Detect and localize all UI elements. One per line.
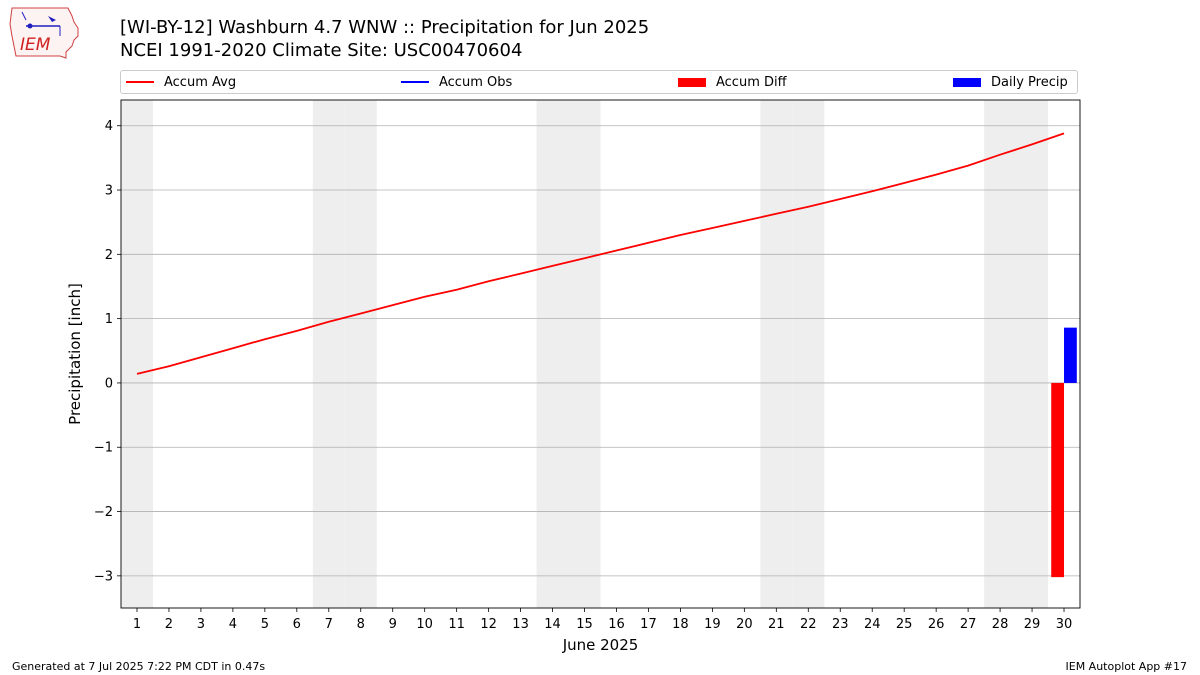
xtick-label: 17: [640, 617, 657, 632]
legend-accum-avg-label: Accum Avg: [164, 74, 237, 90]
xtick-label: 3: [197, 617, 205, 632]
xtick-label: 25: [896, 617, 913, 632]
chart-subtitle: NCEI 1991-2020 Climate Site: USC00470604: [120, 40, 523, 61]
xtick-label: 2: [165, 617, 173, 632]
weekend-shade-day-22: [792, 100, 825, 608]
legend-accum-diff: Accum Diff: [678, 71, 787, 93]
weekend-shade-day-29: [1016, 100, 1049, 608]
weekend-shade-day-1: [121, 100, 153, 608]
xtick-label: 10: [416, 617, 433, 632]
xtick-label: 7: [325, 617, 333, 632]
xtick-label: 19: [704, 617, 721, 632]
ytick-label: 1: [105, 312, 113, 327]
ytick-label: 0: [105, 376, 113, 391]
weekend-shade-day-28: [984, 100, 1017, 608]
ytick-label: −3: [94, 569, 113, 584]
xtick-label: 12: [480, 617, 497, 632]
xtick-label: 9: [389, 617, 397, 632]
xtick-label: 16: [608, 617, 625, 632]
legend-daily-precip: Daily Precip: [953, 71, 1068, 93]
legend-accum-diff-swatch: [678, 77, 706, 87]
legend-accum-avg-swatch: [126, 81, 154, 83]
xtick-label: 6: [293, 617, 301, 632]
legend-accum-avg: Accum Avg: [126, 71, 236, 93]
xtick-label: 4: [229, 617, 237, 632]
y-axis-label: Precipitation [inch]: [66, 283, 84, 425]
daily-precip-bar: [1064, 327, 1077, 383]
weekend-shade-day-8: [344, 100, 377, 608]
xtick-label: 26: [928, 617, 945, 632]
ytick-label: 4: [105, 119, 113, 134]
xtick-label: 28: [992, 617, 1009, 632]
weekend-shade-day-21: [760, 100, 793, 608]
xtick-label: 22: [800, 617, 817, 632]
weekend-shade-day-15: [568, 100, 601, 608]
footer-app: IEM Autoplot App #17: [1065, 660, 1188, 673]
x-axis-label: June 2025: [562, 636, 639, 654]
xtick-label: 5: [261, 617, 269, 632]
xtick-label: 24: [864, 617, 881, 632]
chart-title: [WI-BY-12] Washburn 4.7 WNW :: Precipita…: [120, 17, 650, 38]
accum-avg-line: [136, 132, 1065, 375]
xtick-label: 20: [736, 617, 753, 632]
xtick-label: 29: [1024, 617, 1041, 632]
ytick-label: 3: [105, 184, 113, 199]
xtick-label: 14: [544, 617, 561, 632]
legend-accum-obs-swatch: [401, 81, 429, 83]
xtick-label: 1: [133, 617, 141, 632]
plot-frame: [120, 99, 1081, 609]
legend-accum-diff-label: Accum Diff: [716, 74, 787, 90]
accum-diff-bar: [1051, 382, 1065, 578]
xtick-label: 27: [960, 617, 977, 632]
xtick-label: 8: [357, 617, 365, 632]
legend-daily-precip-label: Daily Precip: [991, 74, 1068, 90]
xtick-label: 11: [448, 617, 465, 632]
legend-accum-obs-label: Accum Obs: [439, 74, 513, 90]
xtick-label: 13: [512, 617, 529, 632]
footer-generated: Generated at 7 Jul 2025 7:22 PM CDT in 0…: [12, 660, 266, 673]
ytick-label: 2: [105, 248, 113, 263]
legend-daily-precip-swatch: [953, 77, 981, 87]
weekend-shade-day-14: [536, 100, 569, 608]
xtick-label: 21: [768, 617, 785, 632]
ytick-label: −2: [94, 505, 113, 520]
svg-text:IEM: IEM: [20, 35, 51, 55]
xtick-label: 23: [832, 617, 849, 632]
legend: Accum Avg Accum Obs Accum Diff Daily Pre…: [120, 70, 1078, 94]
xtick-label: 30: [1056, 617, 1073, 632]
xtick-label: 15: [576, 617, 593, 632]
legend-accum-obs: Accum Obs: [401, 71, 512, 93]
weekend-shade-day-7: [312, 100, 345, 608]
xtick-label: 18: [672, 617, 689, 632]
iem-logo: IEM: [9, 7, 79, 59]
ytick-label: −1: [94, 441, 113, 456]
